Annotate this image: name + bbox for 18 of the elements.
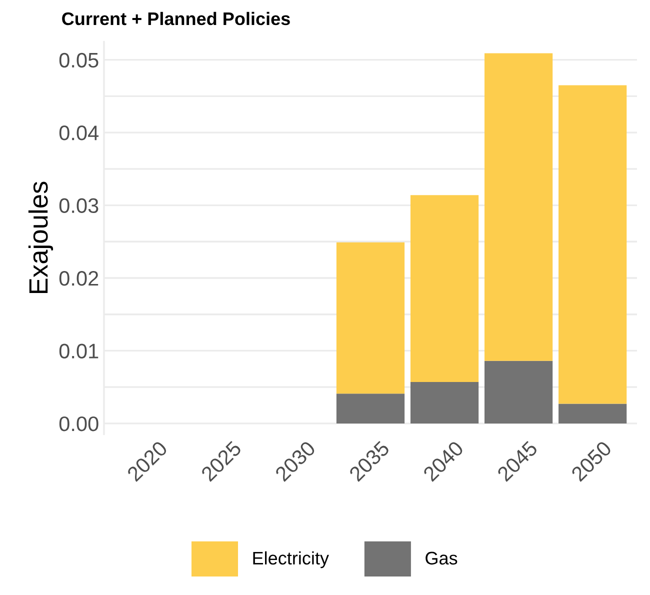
bar	[410, 195, 479, 382]
bar	[484, 53, 553, 361]
bar	[336, 242, 405, 394]
y-tick-label: 0.04	[59, 126, 99, 140]
y-tick-label: 0.02	[59, 271, 98, 286]
y-tick-label: 0.05	[59, 52, 98, 68]
bar	[336, 394, 405, 424]
bar	[484, 360, 553, 424]
chart-title: Current + Planned Policies	[62, 12, 290, 26]
bar	[558, 404, 627, 424]
y-tick-label: 0.01	[59, 344, 98, 358]
legend-label: Gas	[426, 552, 458, 565]
y-tick-label: 0.03	[59, 198, 98, 214]
bar	[410, 382, 479, 424]
y-axis-title: Exajoules	[28, 182, 54, 294]
bar	[558, 85, 627, 404]
y-tick-label: 0.00	[59, 416, 98, 432]
legend-label: Electricity	[253, 551, 329, 568]
